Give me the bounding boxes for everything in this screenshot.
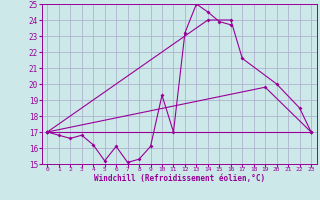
X-axis label: Windchill (Refroidissement éolien,°C): Windchill (Refroidissement éolien,°C) — [94, 174, 265, 183]
